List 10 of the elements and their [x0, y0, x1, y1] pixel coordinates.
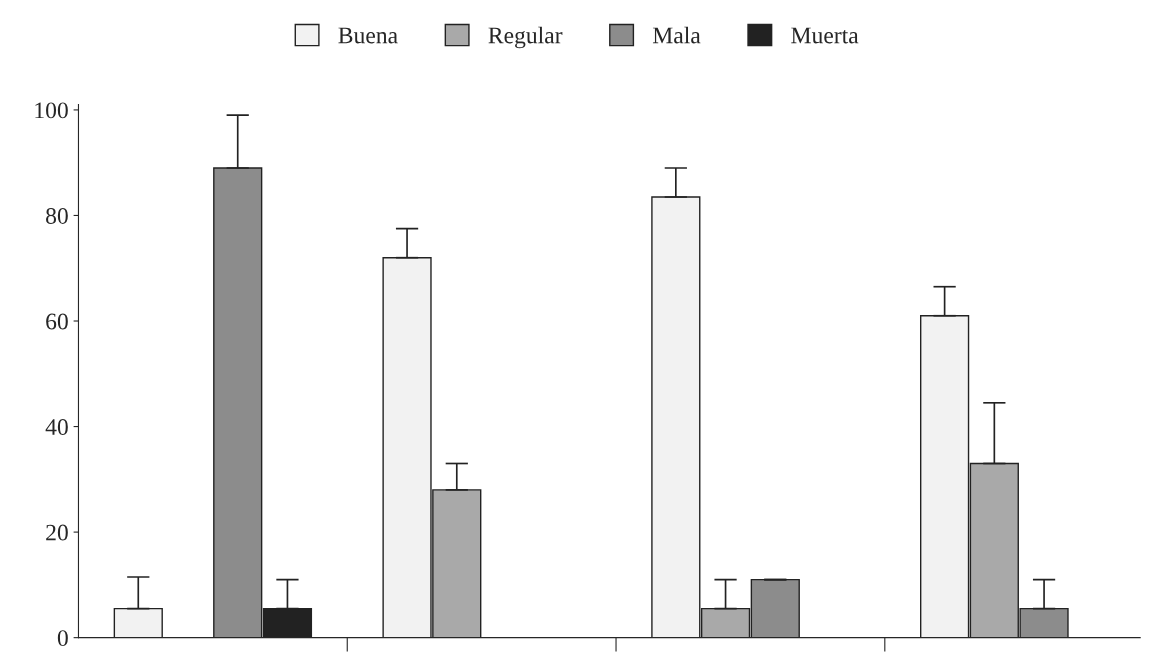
legend-label: Muerta [791, 27, 859, 44]
legend-label: Mala [652, 26, 701, 44]
y-tick-label: 0 [57, 630, 68, 647]
y-tick-label: 80 [46, 207, 68, 224]
y-tick-label: 100 [35, 102, 68, 119]
y-tick-label: 20 [46, 524, 68, 541]
legend-label: Buena [338, 27, 398, 44]
y-tick-label: 40 [45, 419, 68, 435]
y-tick-label: 60 [46, 313, 68, 330]
legend-label: Regular [488, 26, 563, 49]
